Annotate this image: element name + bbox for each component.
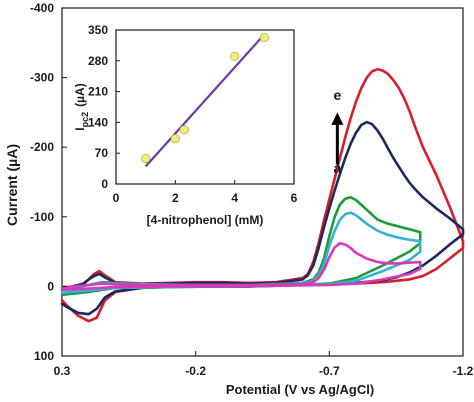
inset-data-point-4 bbox=[230, 51, 240, 62]
main-plot: 0.3 -0.2 -0.7 -1.2 -400 -300 -200 -100 0 100 Poten… bbox=[4, 1, 474, 397]
inset-x-tick-label: 0 bbox=[113, 191, 120, 205]
inset-data-point-5 bbox=[259, 32, 269, 43]
x-tick-label: -0.7 bbox=[319, 364, 340, 378]
curve-annotation-e: e bbox=[333, 87, 341, 103]
inset-y-axis-label-main: I bbox=[73, 127, 87, 130]
inset-y-axis-label: Ipc2 (µA) bbox=[73, 83, 90, 130]
y-tick-label: -200 bbox=[30, 140, 54, 154]
inset-y-tick-label: 210 bbox=[88, 85, 108, 99]
x-tick-label: -0.2 bbox=[185, 364, 206, 378]
x-tick-label: -1.2 bbox=[453, 364, 474, 378]
inset-x-tick-label: 4 bbox=[231, 191, 238, 205]
inset-y-axis-label-unit: (µA) bbox=[73, 83, 87, 107]
inset-fit-line bbox=[144, 33, 266, 168]
inset-x-axis-label: [4-nitrophenol] (mM) bbox=[147, 213, 264, 227]
y-tick-label: 100 bbox=[34, 349, 54, 363]
y-tick-label: 0 bbox=[47, 279, 54, 293]
x-axis-label: Potential (V vs Ag/AgCl) bbox=[226, 382, 374, 397]
inset-y-tick-label: 70 bbox=[95, 146, 109, 160]
y-tick-label: -400 bbox=[30, 1, 54, 15]
calibration-inset: 0 2 4 6 0 70 140 210 280 350 [4-nitrophenol] (mM) I… bbox=[68, 12, 314, 244]
y-tick-label: -100 bbox=[30, 210, 54, 224]
inset-y-tick-label: 280 bbox=[88, 54, 108, 68]
inset-y-axis-label-subscript: pc2 bbox=[80, 112, 90, 128]
y-axis-label: Current (µA) bbox=[4, 144, 20, 226]
inset-data-point-2 bbox=[170, 134, 180, 144]
inset-data-point-1 bbox=[141, 153, 151, 164]
inset-background bbox=[68, 12, 314, 244]
curve-annotation-a: a bbox=[333, 160, 341, 176]
inset-data-point-3 bbox=[179, 125, 189, 135]
inset-frame bbox=[115, 29, 295, 185]
voltammogram-curve-5 bbox=[60, 241, 422, 292]
inset-x-tick-label: 2 bbox=[172, 191, 179, 205]
inset-y-tick-label: 350 bbox=[88, 23, 108, 37]
y-tick-label: -300 bbox=[30, 71, 54, 85]
trend-arrow-head bbox=[331, 112, 344, 125]
x-tick-label: 0.3 bbox=[54, 364, 71, 378]
main-plot-frame bbox=[61, 7, 464, 357]
inset-y-tick-label: 140 bbox=[88, 115, 108, 129]
inset-x-tick-label: 6 bbox=[291, 191, 298, 205]
inset-y-tick-label: 0 bbox=[101, 177, 108, 191]
